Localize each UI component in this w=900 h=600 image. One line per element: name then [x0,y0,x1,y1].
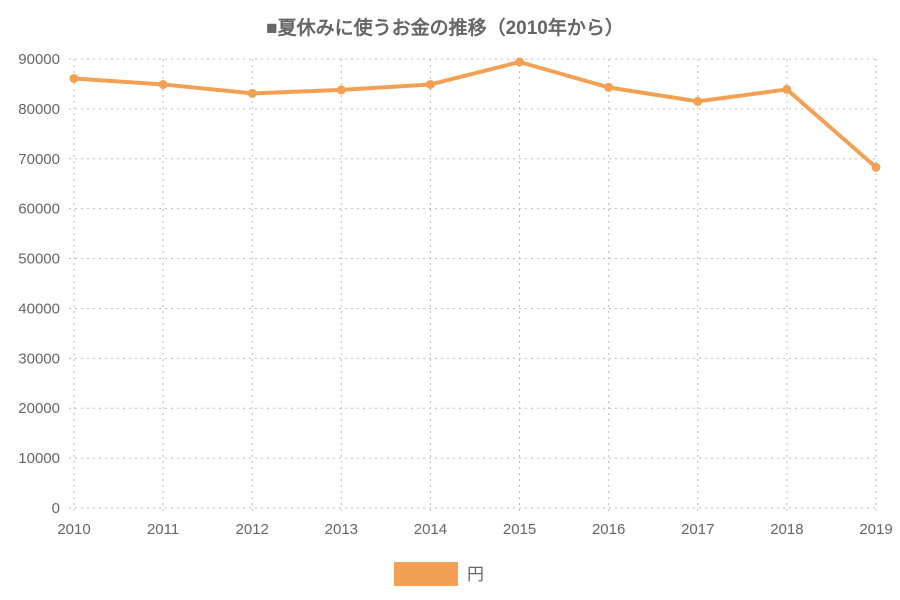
data-point[interactable] [693,96,703,106]
data-point[interactable] [871,162,881,172]
legend[interactable]: 円 [394,562,484,586]
x-tick-label: 2016 [592,521,625,538]
series-line [73,59,878,169]
y-tick-label: 30000 [18,350,60,367]
legend-label: 円 [467,565,484,584]
x-tick-label: 2018 [770,521,803,538]
x-tick-label: 2019 [859,521,892,538]
chart-title: ■夏休みに使うお金の推移（2010年から） [266,16,624,39]
data-point[interactable] [515,57,525,67]
x-tick-label: 2017 [681,521,714,538]
y-tick-label: 50000 [18,251,60,268]
data-point[interactable] [69,73,79,83]
y-tick-label: 20000 [18,400,60,417]
x-tick-label: 2014 [414,521,447,538]
x-tick-label: 2012 [236,521,269,538]
data-point[interactable] [425,79,435,89]
data-point[interactable] [336,85,346,95]
y-tick-label: 70000 [18,151,60,168]
legend-swatch [394,562,458,586]
x-tick-label: 2015 [503,521,536,538]
y-tick-label: 0 [52,500,60,517]
data-point[interactable] [247,88,257,98]
y-tick-label: 10000 [18,450,60,467]
data-point[interactable] [158,79,168,89]
y-tick-label: 60000 [18,201,60,218]
data-point[interactable] [782,84,792,94]
x-tick-label: 2013 [325,521,358,538]
y-tick-label: 80000 [18,101,60,118]
y-tick-label: 90000 [18,51,60,68]
data-point[interactable] [604,82,614,92]
y-tick-label: 40000 [18,300,60,317]
x-tick-label: 2011 [147,521,179,538]
x-tick-label: 2010 [57,521,90,538]
